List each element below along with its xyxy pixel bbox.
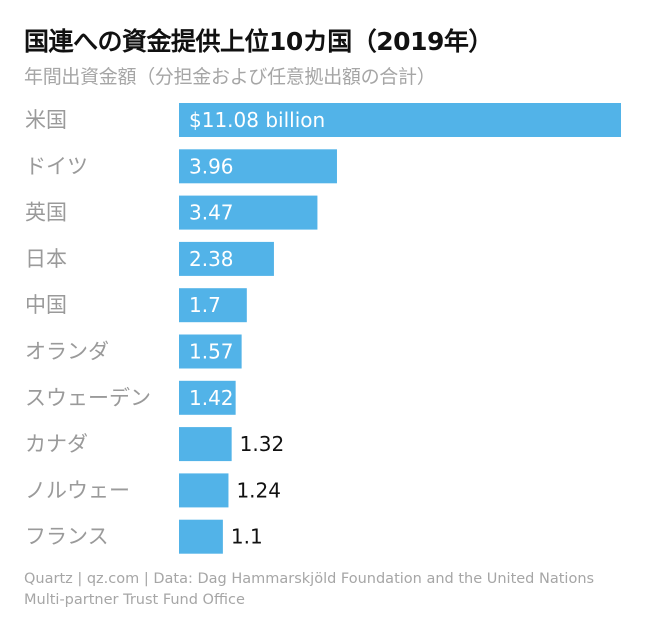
category-label: 中国 <box>25 293 67 317</box>
chart-subtitle: 年間出資金額（分担金および任意拠出額の合計） <box>24 66 436 88</box>
value-label: 1.1 <box>231 525 263 549</box>
bar <box>179 241 274 276</box>
category-label: オランダ <box>25 340 109 364</box>
category-label: スウェーデン <box>25 386 151 410</box>
value-label: 1.42 <box>189 386 234 410</box>
category-label: 米国 <box>25 108 67 132</box>
category-label: カナダ <box>25 432 88 456</box>
category-label: 日本 <box>25 247 67 271</box>
bar <box>179 195 318 230</box>
source-note: Quartz | qz.com | Data: Dag Hammarskjöld… <box>24 569 634 611</box>
value-label: $11.08 billion <box>189 108 325 132</box>
value-label: 1.57 <box>189 340 234 364</box>
value-label: 1.7 <box>189 293 221 317</box>
bar <box>179 519 223 554</box>
category-label: ノルウェー <box>25 478 130 502</box>
bar <box>179 103 621 137</box>
category-label: 英国 <box>25 201 67 225</box>
value-label: 1.32 <box>240 432 285 456</box>
bar <box>179 288 247 323</box>
category-label: フランス <box>25 525 109 549</box>
source-line-2: Multi-partner Trust Fund Office <box>24 592 245 608</box>
chart-title: 国連への資金提供上位10カ国（2019年） <box>24 27 493 56</box>
value-label: 3.96 <box>189 154 234 178</box>
value-label: 3.47 <box>189 201 234 225</box>
bar-chart: 米国 $11.08 billion ドイツ 3.96 英国 3.47 日本 2.38 中国 1.7… <box>25 103 621 554</box>
category-label: ドイツ <box>25 154 88 178</box>
value-label: 2.38 <box>189 247 234 271</box>
bar <box>179 380 236 415</box>
bar <box>179 473 229 508</box>
bar <box>179 149 337 184</box>
source-line-1: Quartz | qz.com | Data: Dag Hammarskjöld… <box>24 571 595 587</box>
bar <box>179 427 232 462</box>
bar <box>179 334 242 369</box>
value-label: 1.24 <box>236 478 281 502</box>
